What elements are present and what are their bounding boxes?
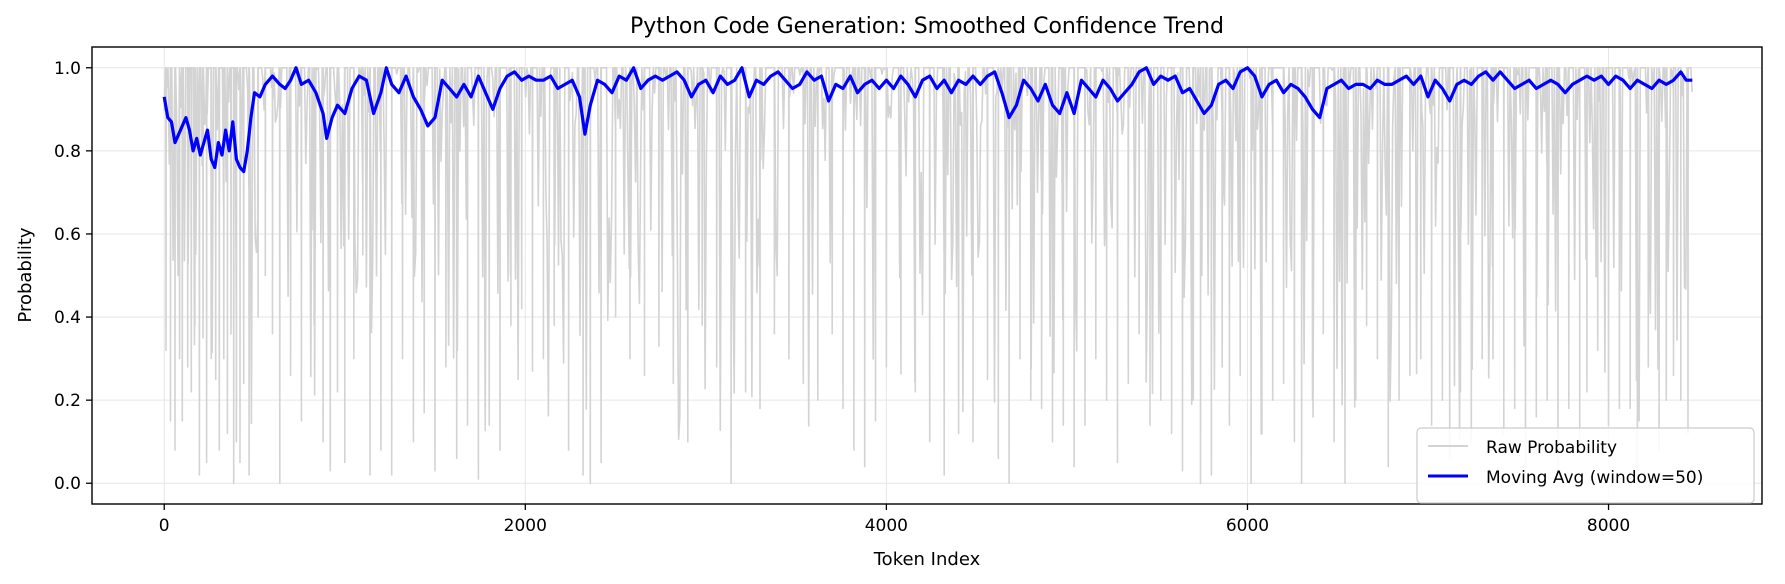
- y-tick-label-4: 0.8: [54, 142, 81, 162]
- x-tick-label-4: 8000: [1587, 516, 1630, 536]
- y-tick-label-3: 0.6: [54, 225, 81, 245]
- y-tick-label-2: 0.4: [54, 308, 81, 328]
- y-tick-label-5: 1.0: [54, 59, 81, 79]
- chart-title: Python Code Generation: Smoothed Confide…: [630, 14, 1224, 39]
- y-axis-label: Probability: [15, 227, 36, 322]
- raw-probability-series: [163, 67, 1693, 484]
- legend-box: [1416, 427, 1755, 504]
- legend: Raw Probability Moving Avg (window=50): [1416, 427, 1755, 504]
- x-tick-label-3: 6000: [1226, 516, 1269, 536]
- y-tick-label-1: 0.2: [54, 391, 81, 411]
- x-tick-label-1: 2000: [504, 516, 547, 536]
- x-tick-label-2: 4000: [865, 516, 908, 536]
- raw-probability-line: [163, 67, 1693, 484]
- x-axis-label: Token Index: [873, 549, 981, 570]
- moving-average-line: [162, 66, 1693, 174]
- legend-label-moving-avg: Moving Avg (window=50): [1486, 468, 1703, 488]
- y-tick-label-0: 0.0: [54, 474, 81, 494]
- plot-area-frame: [91, 46, 1763, 505]
- y-axis: 0.0 0.2 0.4 0.6 0.8 1.0: [54, 59, 92, 494]
- x-tick-label-0: 0: [159, 516, 170, 536]
- x-axis: 0 2000 4000 6000 8000: [159, 504, 1630, 536]
- legend-label-raw: Raw Probability: [1486, 438, 1617, 458]
